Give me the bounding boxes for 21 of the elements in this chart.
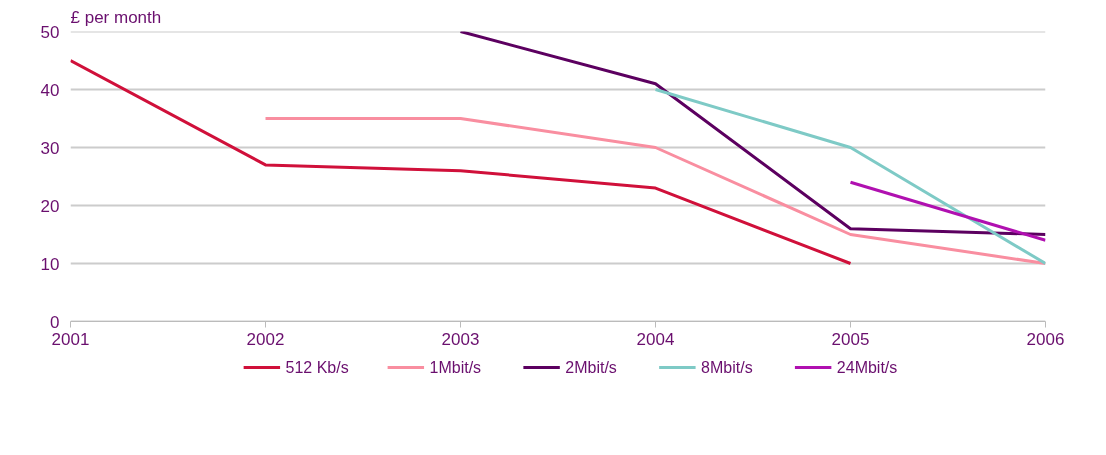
y-tick-label: 50 <box>40 22 60 42</box>
x-tick-label: 2001 <box>51 329 90 349</box>
x-tick-label: 2004 <box>636 329 675 349</box>
x-tick-label: 2003 <box>441 329 480 349</box>
legend-label: 2Mbit/s <box>565 359 617 376</box>
y-tick-label: 30 <box>40 138 60 158</box>
legend-label: 1Mbit/s <box>429 359 482 376</box>
x-tick-label: 2006 <box>1026 329 1065 349</box>
y-tick-label: 0 <box>50 312 60 332</box>
line-series <box>264 117 1046 265</box>
y-tick-label: 40 <box>40 80 60 100</box>
line-series <box>70 59 852 265</box>
legend-label: 24Mbit/s <box>836 359 898 376</box>
legend-label: 8Mbit/s <box>701 359 753 376</box>
x-tick-label: 2002 <box>246 329 285 349</box>
y-tick-label: 20 <box>40 196 60 216</box>
y-axis-title: £ per month <box>70 7 162 27</box>
y-tick-label: 10 <box>40 254 60 274</box>
legend-label: 512 Kb/s <box>285 359 349 376</box>
line-series <box>459 31 1046 236</box>
x-tick-label: 2005 <box>831 329 870 349</box>
